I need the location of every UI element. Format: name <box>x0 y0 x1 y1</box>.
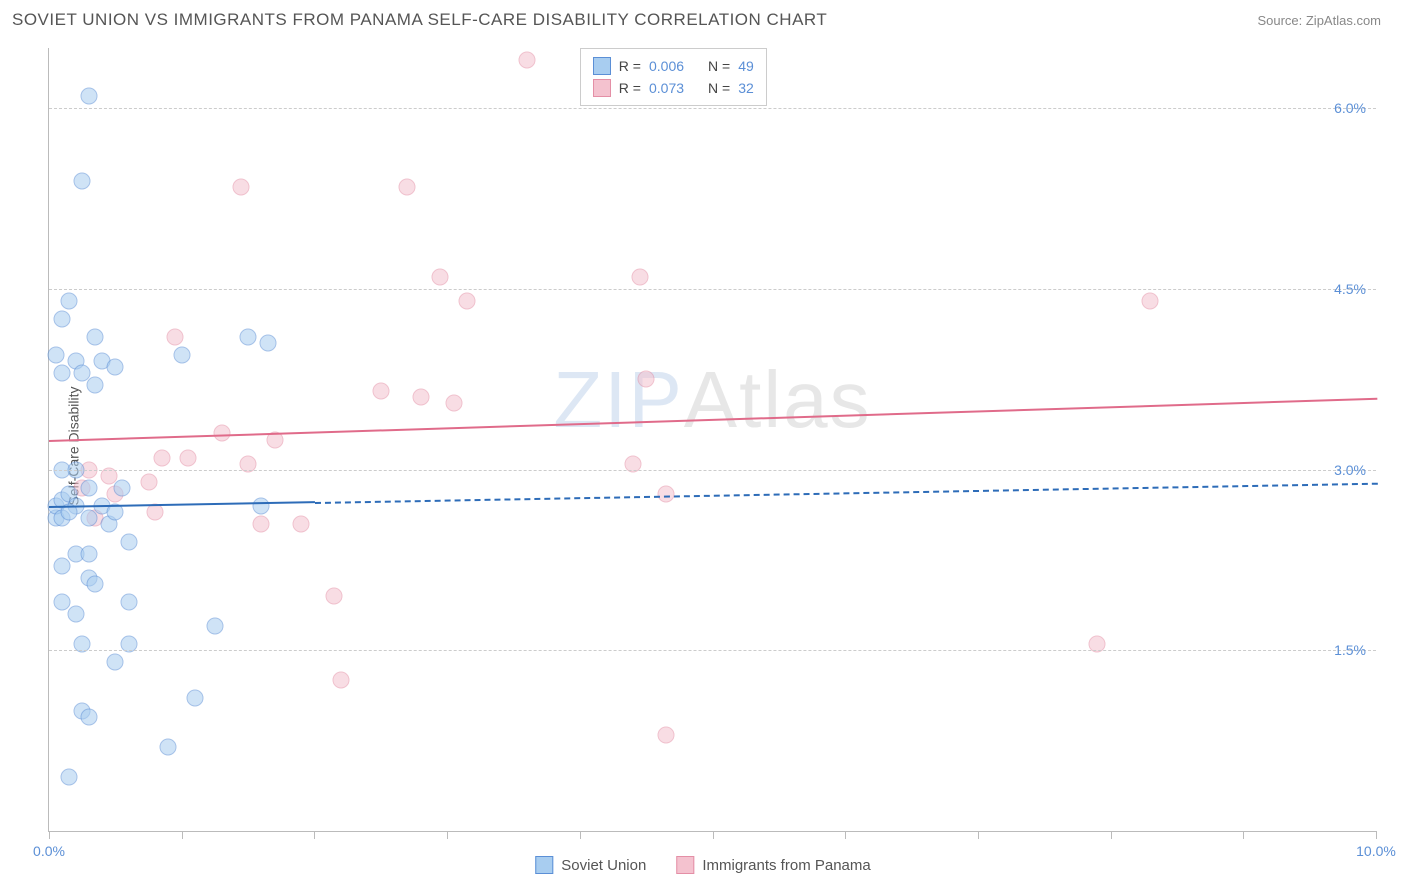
trend-line <box>49 502 315 509</box>
x-tick <box>1376 831 1377 839</box>
legend-item-panama: Immigrants from Panama <box>676 856 870 874</box>
gridline <box>49 289 1376 290</box>
y-tick-label: 1.5% <box>1334 642 1366 658</box>
x-tick <box>1111 831 1112 839</box>
scatter-point <box>326 588 343 605</box>
stats-row-panama: R = 0.073 N = 32 <box>593 77 754 99</box>
legend-swatch-panama <box>593 79 611 97</box>
bottom-legend: Soviet Union Immigrants from Panama <box>535 856 870 874</box>
chart-area: ZIPAtlas R = 0.006 N = 49 R = 0.073 N = … <box>48 48 1376 832</box>
scatter-point <box>167 329 184 346</box>
x-tick <box>49 831 50 839</box>
scatter-point <box>67 606 84 623</box>
scatter-point <box>107 359 124 376</box>
scatter-point <box>372 383 389 400</box>
scatter-point <box>233 178 250 195</box>
source-label: Source: ZipAtlas.com <box>1257 13 1381 28</box>
y-tick-label: 4.5% <box>1334 281 1366 297</box>
scatter-point <box>518 52 535 69</box>
scatter-point <box>160 738 177 755</box>
r-value-soviet: 0.006 <box>649 58 684 74</box>
scatter-point <box>206 618 223 635</box>
scatter-point <box>432 268 449 285</box>
chart-title: SOVIET UNION VS IMMIGRANTS FROM PANAMA S… <box>12 10 827 30</box>
x-tick-label: 10.0% <box>1356 843 1396 859</box>
scatter-point <box>638 371 655 388</box>
scatter-point <box>74 365 91 382</box>
scatter-point <box>253 497 270 514</box>
gridline <box>49 108 1376 109</box>
scatter-point <box>332 672 349 689</box>
scatter-point <box>658 485 675 502</box>
scatter-point <box>80 545 97 562</box>
scatter-point <box>631 268 648 285</box>
scatter-point <box>80 509 97 526</box>
scatter-point <box>120 594 137 611</box>
x-tick <box>447 831 448 839</box>
x-tick <box>580 831 581 839</box>
x-tick-label: 0.0% <box>33 843 65 859</box>
scatter-point <box>180 449 197 466</box>
r-label: R = <box>619 80 641 96</box>
scatter-point <box>459 292 476 309</box>
scatter-point <box>153 449 170 466</box>
scatter-point <box>80 708 97 725</box>
n-value-panama: 32 <box>738 80 754 96</box>
gridline <box>49 650 1376 651</box>
scatter-point <box>47 347 64 364</box>
y-tick-label: 3.0% <box>1334 462 1366 478</box>
legend-swatch-soviet <box>535 856 553 874</box>
scatter-point <box>54 365 71 382</box>
scatter-point <box>87 576 104 593</box>
scatter-point <box>253 515 270 532</box>
trend-line <box>49 398 1377 442</box>
scatter-point <box>120 533 137 550</box>
scatter-point <box>60 292 77 309</box>
n-label: N = <box>708 80 730 96</box>
scatter-point <box>87 377 104 394</box>
x-tick <box>182 831 183 839</box>
x-tick <box>978 831 979 839</box>
x-tick <box>1243 831 1244 839</box>
scatter-point <box>173 347 190 364</box>
y-tick-label: 6.0% <box>1334 100 1366 116</box>
scatter-point <box>80 88 97 105</box>
scatter-point <box>60 768 77 785</box>
scatter-point <box>293 515 310 532</box>
r-label: R = <box>619 58 641 74</box>
legend-swatch-soviet <box>593 57 611 75</box>
scatter-point <box>80 479 97 496</box>
trend-line-dashed <box>315 482 1377 503</box>
gridline <box>49 470 1376 471</box>
n-value-soviet: 49 <box>738 58 754 74</box>
x-tick <box>845 831 846 839</box>
x-tick <box>314 831 315 839</box>
stats-row-soviet: R = 0.006 N = 49 <box>593 55 754 77</box>
scatter-point <box>399 178 416 195</box>
scatter-point <box>259 335 276 352</box>
x-tick <box>713 831 714 839</box>
scatter-point <box>113 479 130 496</box>
scatter-point <box>140 473 157 490</box>
n-label: N = <box>708 58 730 74</box>
plot-area <box>49 48 1376 831</box>
scatter-point <box>87 329 104 346</box>
scatter-point <box>240 329 257 346</box>
legend-swatch-panama <box>676 856 694 874</box>
legend-label-panama: Immigrants from Panama <box>702 857 870 874</box>
scatter-point <box>445 395 462 412</box>
scatter-point <box>54 557 71 574</box>
scatter-point <box>74 172 91 189</box>
stats-legend: R = 0.006 N = 49 R = 0.073 N = 32 <box>580 48 767 106</box>
scatter-point <box>412 389 429 406</box>
scatter-point <box>186 690 203 707</box>
scatter-point <box>107 654 124 671</box>
r-value-panama: 0.073 <box>649 80 684 96</box>
legend-label-soviet: Soviet Union <box>561 857 646 874</box>
scatter-point <box>658 726 675 743</box>
scatter-point <box>54 311 71 328</box>
scatter-point <box>1142 292 1159 309</box>
legend-item-soviet: Soviet Union <box>535 856 646 874</box>
